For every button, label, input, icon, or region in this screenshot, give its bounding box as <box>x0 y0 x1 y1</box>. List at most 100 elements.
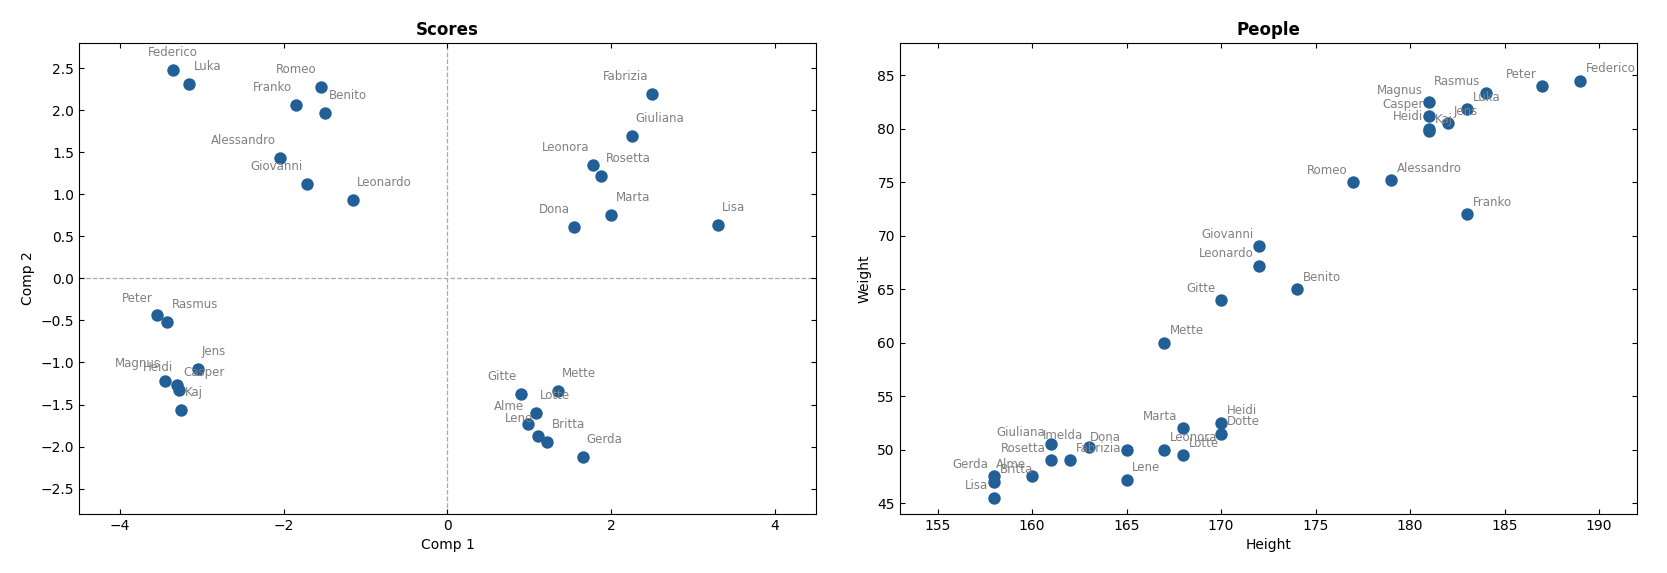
Point <box>523 431 550 440</box>
Y-axis label: Weight: Weight <box>859 254 872 303</box>
Point <box>1170 450 1197 460</box>
Text: Lene: Lene <box>505 411 533 425</box>
Text: Heidi: Heidi <box>143 361 173 374</box>
Point <box>1529 81 1555 91</box>
Point <box>1415 97 1442 107</box>
Text: Alessandro: Alessandro <box>210 134 275 147</box>
Point <box>1284 285 1310 294</box>
Text: Kaj: Kaj <box>1435 112 1452 125</box>
Point <box>1075 443 1102 452</box>
Point <box>1340 178 1367 187</box>
Point <box>562 223 588 232</box>
Point <box>143 311 170 320</box>
Point <box>163 380 190 390</box>
Point <box>1209 295 1235 304</box>
Text: Benito: Benito <box>328 89 367 102</box>
Text: Rosetta: Rosetta <box>605 152 650 165</box>
Point <box>980 493 1007 503</box>
Text: Magnus: Magnus <box>1377 84 1424 97</box>
Text: Gitte: Gitte <box>488 370 517 383</box>
Point <box>1435 119 1462 128</box>
Point <box>1057 456 1084 465</box>
Point <box>165 386 192 395</box>
Point <box>307 83 333 92</box>
Point <box>185 364 212 374</box>
Point <box>1415 124 1442 134</box>
Point <box>1567 76 1594 85</box>
Point <box>312 108 338 117</box>
Point <box>1454 105 1480 114</box>
Text: Fabrizia: Fabrizia <box>603 70 648 83</box>
Text: Britta: Britta <box>1000 464 1034 476</box>
Text: Jens: Jens <box>202 346 227 358</box>
Text: Casper: Casper <box>183 366 225 379</box>
Point <box>545 386 572 395</box>
Point <box>283 101 310 110</box>
Text: Giuliana: Giuliana <box>997 426 1045 439</box>
Point <box>1415 111 1442 120</box>
Text: Lotte: Lotte <box>1189 437 1219 450</box>
Point <box>508 389 535 398</box>
Point <box>980 477 1007 486</box>
Text: Gitte: Gitte <box>1187 281 1215 295</box>
Text: Jens: Jens <box>1454 105 1479 118</box>
Point <box>580 160 607 170</box>
Text: Benito: Benito <box>1302 271 1340 284</box>
Point <box>568 452 595 461</box>
Text: Luka: Luka <box>193 60 222 73</box>
Point <box>293 180 320 189</box>
Text: Britta: Britta <box>552 418 585 431</box>
Point <box>1454 210 1480 219</box>
Text: Luka: Luka <box>1472 91 1500 104</box>
Point <box>1170 423 1197 433</box>
Point <box>168 405 195 414</box>
Point <box>705 220 732 229</box>
Point <box>1114 475 1140 484</box>
Text: Lisa: Lisa <box>965 480 989 492</box>
Text: Mette: Mette <box>1170 324 1204 337</box>
Text: Alme: Alme <box>997 458 1027 471</box>
Point <box>160 65 187 74</box>
Text: Franko: Franko <box>1472 196 1512 209</box>
Text: Giovanni: Giovanni <box>250 160 302 174</box>
Text: Rosetta: Rosetta <box>1000 442 1045 455</box>
Text: Lisa: Lisa <box>722 201 745 214</box>
Text: Leonora: Leonora <box>542 141 588 154</box>
Text: Alessandro: Alessandro <box>1397 162 1462 175</box>
Text: Leonardo: Leonardo <box>1199 248 1254 260</box>
Text: Casper: Casper <box>1382 97 1424 111</box>
X-axis label: Comp 1: Comp 1 <box>420 538 475 552</box>
Title: People: People <box>1237 21 1300 39</box>
Text: Leonardo: Leonardo <box>357 176 412 190</box>
Text: Dona: Dona <box>540 203 570 216</box>
Text: Franko: Franko <box>253 81 292 95</box>
Point <box>153 317 180 327</box>
Point <box>1209 418 1235 427</box>
Text: Dona: Dona <box>1090 431 1120 444</box>
Text: Marta: Marta <box>615 191 650 203</box>
Text: Kaj: Kaj <box>185 386 203 399</box>
Point <box>1037 439 1064 449</box>
Text: Giuliana: Giuliana <box>635 112 685 125</box>
Text: Heidi: Heidi <box>1227 405 1257 418</box>
Text: Magnus: Magnus <box>115 357 160 370</box>
Text: Dotte: Dotte <box>1227 415 1260 428</box>
Text: Mette: Mette <box>562 367 597 380</box>
Text: Romeo: Romeo <box>275 63 317 76</box>
Point <box>1245 242 1272 251</box>
Point <box>980 472 1007 481</box>
Text: Lotte: Lotte <box>540 389 570 402</box>
Text: Federico: Federico <box>1585 62 1635 75</box>
Point <box>1245 261 1272 270</box>
Text: Alme: Alme <box>493 400 523 413</box>
Text: Peter: Peter <box>122 292 153 304</box>
Text: Romeo: Romeo <box>1307 164 1347 177</box>
Point <box>152 376 178 386</box>
X-axis label: Height: Height <box>1245 538 1292 552</box>
Text: Marta: Marta <box>1144 410 1177 423</box>
Point <box>1472 89 1499 98</box>
Text: Federico: Federico <box>148 46 198 59</box>
Text: Gerda: Gerda <box>587 433 622 446</box>
Point <box>177 79 203 88</box>
Point <box>267 154 293 163</box>
